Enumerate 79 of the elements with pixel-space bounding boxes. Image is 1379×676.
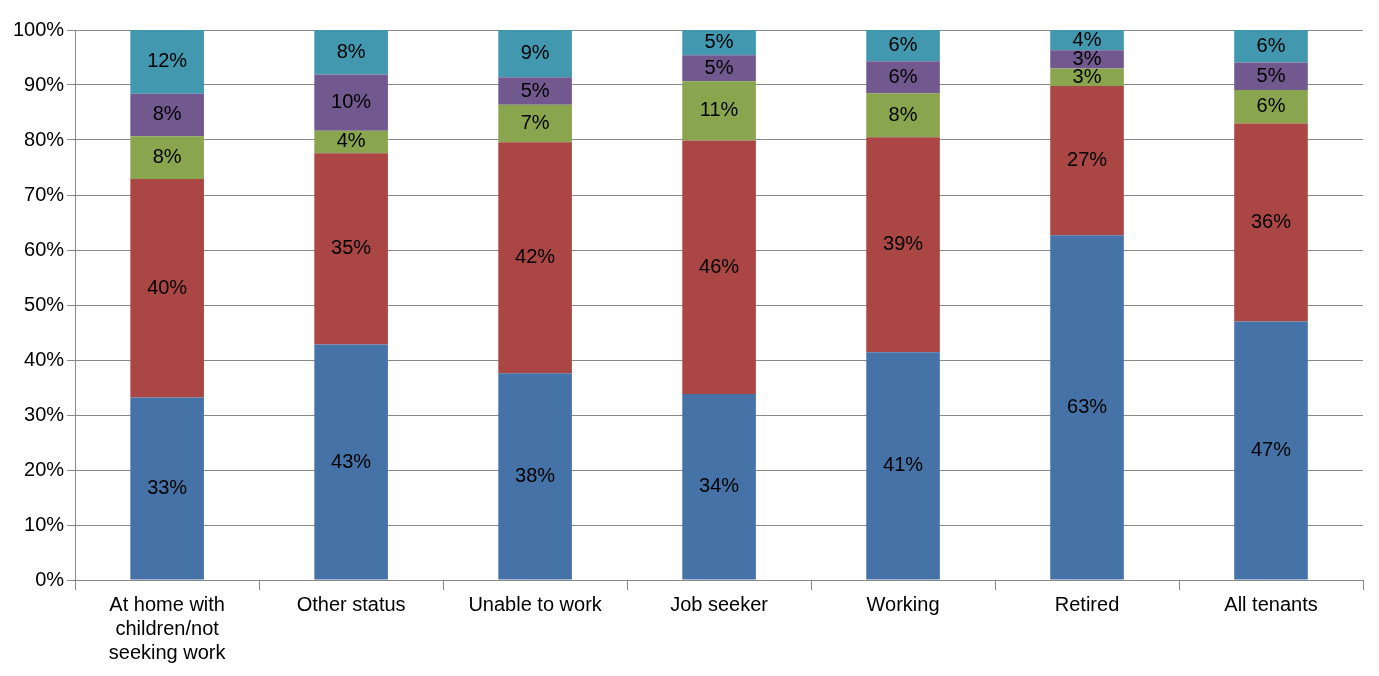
bar	[498, 142, 572, 374]
bar	[1234, 321, 1308, 580]
data-label: 7%	[520, 111, 550, 134]
bar	[1234, 62, 1308, 90]
y-tick-label: 10%	[24, 512, 65, 535]
bar	[498, 104, 572, 143]
data-label: 34%	[699, 474, 740, 497]
data-label: 5%	[704, 55, 734, 78]
bar	[866, 352, 940, 580]
x-tick-label: Retired	[1054, 592, 1120, 615]
y-tick-label: 80%	[24, 127, 65, 150]
x-tick-label: All tenants	[1224, 592, 1318, 615]
bar	[314, 153, 388, 345]
data-label: 6%	[1256, 33, 1286, 56]
data-label: 38%	[515, 463, 556, 486]
data-label: 8%	[336, 39, 366, 62]
bar	[1050, 235, 1124, 580]
y-tick-label: 70%	[24, 182, 65, 205]
bar	[498, 77, 572, 105]
bar	[1234, 123, 1308, 322]
data-label: 5%	[704, 30, 734, 53]
x-tick-label: Working	[866, 592, 940, 615]
bar	[498, 373, 572, 580]
bar	[130, 93, 204, 137]
data-label: 5%	[520, 78, 550, 101]
bar	[866, 93, 940, 138]
bar	[682, 394, 756, 580]
x-tick-label: At home with children/not seeking work	[108, 592, 227, 663]
data-label: 6%	[888, 33, 918, 56]
data-label: 39%	[883, 232, 924, 255]
data-label: 40%	[147, 275, 188, 298]
bar	[314, 344, 388, 580]
bar	[130, 30, 204, 94]
x-tick-label: Unable to work	[468, 592, 603, 615]
data-label: 12%	[147, 49, 188, 72]
y-tick-label: 40%	[24, 347, 65, 370]
y-tick-label: 0%	[35, 567, 65, 590]
data-label: 6%	[1256, 94, 1286, 117]
data-label: 8%	[152, 102, 182, 125]
data-label: 42%	[515, 245, 556, 268]
bar	[314, 30, 388, 75]
data-label: 33%	[147, 475, 188, 498]
bar	[130, 136, 204, 180]
data-label: 35%	[331, 236, 372, 259]
bar	[314, 74, 388, 131]
data-label: 47%	[1251, 438, 1292, 461]
data-label: 6%	[888, 64, 918, 87]
data-label: 5%	[1256, 63, 1286, 86]
bar	[498, 30, 572, 78]
data-label: 27%	[1067, 148, 1108, 171]
data-label: 10%	[331, 90, 372, 113]
x-tick-label: Job seeker	[670, 592, 769, 615]
data-label: 8%	[152, 145, 182, 168]
y-tick-label: 30%	[24, 402, 65, 425]
bar	[1234, 89, 1308, 124]
y-tick-label: 20%	[24, 457, 65, 480]
bar	[1234, 30, 1308, 63]
data-label: 41%	[883, 453, 924, 476]
bar	[866, 61, 940, 94]
y-tick-label: 60%	[24, 237, 65, 260]
data-label: 46%	[699, 254, 740, 277]
data-label: 9%	[520, 41, 550, 64]
bar	[682, 140, 756, 395]
y-tick-label: 90%	[24, 72, 65, 95]
data-label: 43%	[331, 449, 372, 472]
bar	[866, 30, 940, 62]
bar	[1050, 86, 1124, 236]
bar	[130, 179, 204, 398]
bar	[866, 137, 940, 353]
bar	[130, 397, 204, 580]
data-label: 63%	[1067, 394, 1108, 417]
data-label: 36%	[1251, 210, 1292, 233]
data-label: 11%	[699, 98, 739, 121]
y-tick-label: 100%	[13, 17, 65, 40]
data-label: 4%	[336, 129, 366, 152]
bar	[682, 81, 756, 141]
y-tick-label: 50%	[24, 292, 65, 315]
data-label: 8%	[888, 102, 918, 125]
x-tick-label: Other status	[296, 592, 406, 615]
